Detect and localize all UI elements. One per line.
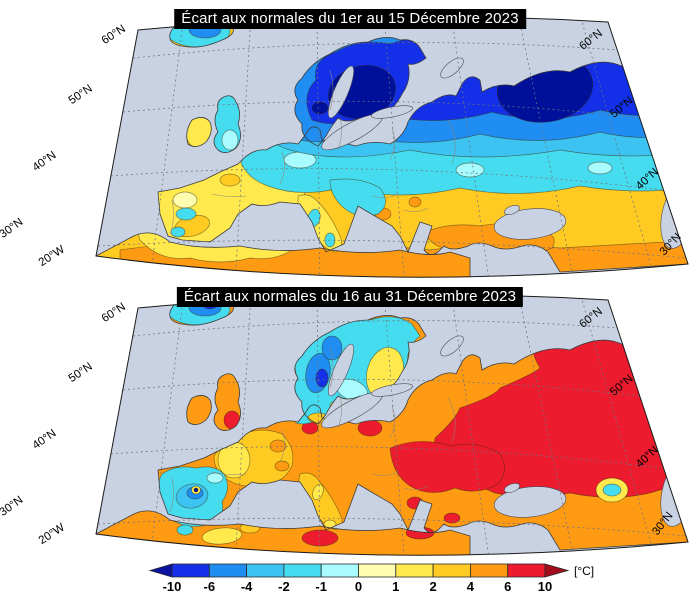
colorbar-segment <box>395 563 434 578</box>
colorbar-segment <box>208 563 248 578</box>
colorbar-left-arrow <box>148 563 173 578</box>
colorbar-tick: -2 <box>278 579 290 594</box>
colorbar-tick: 0 <box>355 579 362 594</box>
colorbar-right-arrow <box>544 563 570 578</box>
colorbar-segment <box>432 563 471 578</box>
colorbar-tick: 10 <box>538 579 552 594</box>
colorbar-tick: 4 <box>467 579 475 594</box>
colorbar-segment <box>283 563 322 578</box>
colorbar-segment <box>171 563 210 578</box>
colorbar-tick: 1 <box>392 579 399 594</box>
colorbar-segment <box>507 563 546 578</box>
temperature-colorbar: -10 -6 -4 -2 -1 0 1 2 4 6 10 [°C] <box>148 563 594 594</box>
colorbar-tick: -1 <box>315 579 327 594</box>
colorbar-tick: 2 <box>429 579 436 594</box>
colorbar-segment <box>320 563 359 578</box>
colorbar-tick: -10 <box>163 579 182 594</box>
colorbar-segment <box>246 563 285 578</box>
colorbar-segment <box>358 563 397 578</box>
map-panel-first-half: Écart aux normales du 1er au 15 Décembre… <box>0 9 689 278</box>
map-panel-second-half: Écart aux normales du 16 au 31 Décembre … <box>0 278 700 578</box>
colorbar-tick: -6 <box>204 579 216 594</box>
map-title-first-half: Écart aux normales du 1er au 15 Décembre… <box>174 9 526 29</box>
map-canvas-first-half <box>95 16 689 278</box>
map-title-second-half: Écart aux normales du 16 au 31 Décembre … <box>176 287 524 307</box>
colorbar-segment <box>469 563 509 578</box>
colorbar-tick: -4 <box>241 579 253 594</box>
colorbar-unit-label: [°C] <box>574 564 594 578</box>
colorbar-tick: 6 <box>504 579 511 594</box>
